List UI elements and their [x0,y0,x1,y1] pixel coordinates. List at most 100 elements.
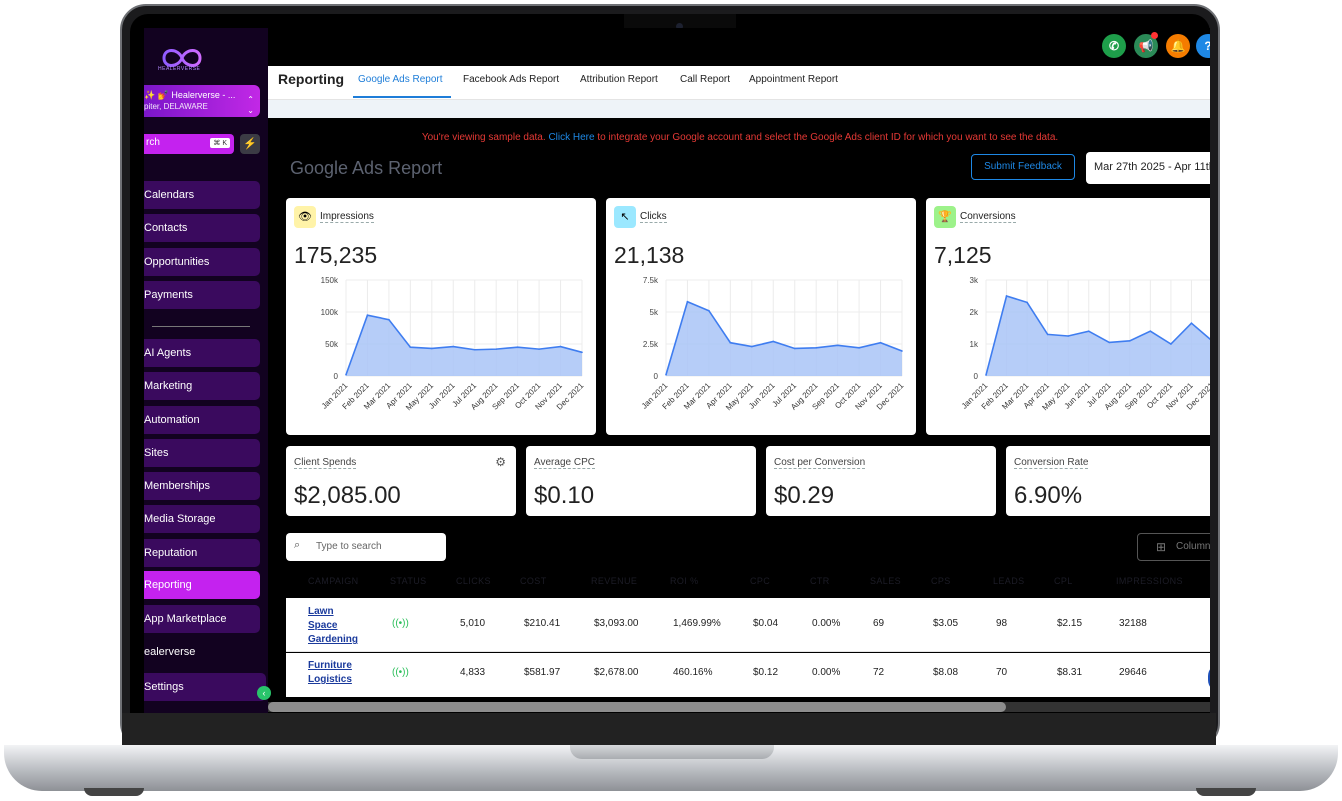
report-tabs: Reporting Google Ads Report Facebook Ads… [268,66,1210,100]
sidebar-item-marketing[interactable]: Marketing [144,372,260,400]
impressions-card: 👁 Impressions 175,235 0 50k 100k 150k Jan 20… [286,198,596,435]
cell-cpl: $8.31 [1057,667,1083,678]
sidebar-item-memberships[interactable]: Memberships [144,472,260,500]
area-fill [666,301,902,376]
sidebar-item-automation[interactable]: Automation [144,406,260,434]
average-cpc-card: Average CPC $0.10 [526,446,756,516]
tab-facebook-ads-report[interactable]: Facebook Ads Report [463,74,560,85]
data-point [431,347,433,350]
gear-icon[interactable]: ⚙ [495,455,506,469]
status-live-icon: ((•)) [392,618,409,629]
stat-label: Cost per Conversion [774,457,866,469]
columns-button[interactable]: ⊞ Column [1137,533,1210,561]
laptop-foot [1196,788,1256,796]
cell-cpc: $0.12 [753,667,779,678]
grid-icon: ⊞ [1156,540,1167,554]
search-icon: ⌕ [294,539,301,551]
cell-roi: 1,469.99% [673,618,721,629]
y-tick-label: 3k [970,276,979,285]
integrate-link[interactable]: Click Here [548,132,595,143]
table-header: CAMPAIGN STATUS CLICKS COST REVENUE ROI … [286,574,1210,590]
sidebar-item-healerverse[interactable]: ealerverse [144,646,260,658]
sidebar-item-opportunities[interactable]: Opportunities [144,248,260,276]
sidebar-item-contacts[interactable]: Contacts [144,214,260,242]
column-header[interactable]: LEADS [993,576,1025,586]
sidebar-item-sites[interactable]: Sites [144,439,260,467]
bell-icon[interactable]: 🔔 [1166,34,1190,58]
data-point [1129,340,1131,342]
series-line [345,314,583,375]
sidebar-item-app-marketplace[interactable]: App Marketplace [144,605,260,633]
column-header[interactable]: STATUS [390,576,427,586]
column-header[interactable]: ROI % [670,576,699,586]
date-range-picker[interactable]: Mar 27th 2025 - Apr 11th 2025 [1086,152,1210,184]
phone-icon[interactable]: ✆ [1102,34,1126,58]
column-header[interactable]: CAMPAIGN [308,576,359,586]
card-label: Clicks [640,211,667,223]
data-point [345,373,347,376]
account-switcher[interactable]: ✨ 💅 Healerverse - ... piter, DELAWARE ⌃ ⌄ [144,85,260,117]
account-location: piter, DELAWARE [144,102,208,111]
sidebar-item-reputation[interactable]: Reputation [144,539,260,567]
data-point [1087,330,1090,332]
screen-bezel: HEALERVERSE ✨ 💅 Healerverse - ... piter,… [130,14,1210,747]
column-header[interactable]: CTR [810,576,830,586]
cell-impressions: 29646 [1119,667,1147,678]
sidebar-item-calendars[interactable]: Calendars [144,181,260,209]
megaphone-icon[interactable]: 📢 [1134,32,1158,58]
sidebar-item-settings[interactable]: Settings [144,673,266,701]
collapse-sidebar-icon[interactable]: ‹ [257,686,271,700]
cell-cost: $581.97 [524,667,561,678]
cell-ctr: 0.00% [812,618,841,629]
notice-suffix: to integrate your Google account and sel… [597,132,1059,143]
data-point [901,350,903,352]
sidebar-item-payments[interactable]: Payments [144,281,260,309]
campaign-link[interactable]: Furniture Logistics [308,659,352,687]
quick-action-bolt-icon[interactable]: ⚡ [240,134,260,154]
sidebar-item-label: Settings [144,681,184,693]
column-header[interactable]: CPC [750,576,771,586]
column-header[interactable]: IMPRESSIONS [1116,576,1183,586]
cell-clicks: 5,010 [460,618,486,629]
series-line [985,294,1210,376]
area-fill [986,296,1210,376]
tab-call-report[interactable]: Call Report [680,74,731,85]
horizontal-scrollbar[interactable] [268,702,1006,712]
sidebar-item-media-storage[interactable]: Media Storage [144,505,260,533]
column-header[interactable]: COST [520,576,547,586]
card-label: Conversions [960,211,1016,223]
data-point [793,347,796,350]
sidebar-item-ai-agents[interactable]: AI Agents [144,339,260,367]
cell-impressions: 32188 [1119,618,1147,629]
campaign-link[interactable]: Lawn Space Gardening [308,605,358,647]
sidebar-item-label: App Marketplace [144,613,227,625]
cost-per-conversion-card: Cost per Conversion $0.29 [766,446,996,516]
column-header[interactable]: CPL [1054,576,1073,586]
help-icon[interactable]: ? [1196,34,1210,58]
card-label: Impressions [320,211,374,223]
client-spends-card: Client Spends ⚙ $2,085.00 [286,446,516,516]
clicks-card: ↖ Clicks 21,138 0 2.5k 5k 7.5k Jan 2021 Feb 2… [606,198,916,435]
column-header[interactable]: CPS [931,576,951,586]
column-header[interactable]: CLICKS [456,576,491,586]
columns-button-label: Column [1176,541,1210,552]
submit-feedback-button[interactable]: Submit Feedback [971,154,1075,180]
column-header[interactable]: REVENUE [591,576,638,586]
column-header[interactable]: SALES [870,576,902,586]
data-point [772,340,775,343]
y-tick-label: 1k [970,340,979,349]
conversion-rate-card: Conversion Rate 6.90% [1006,446,1210,516]
sidebar-search[interactable]: rch ⌘ K [144,134,234,154]
tab-google-ads-report[interactable]: Google Ads Report [358,74,443,85]
sidebar-item-reporting[interactable]: Reporting [144,571,260,599]
account-name: ✨ 💅 Healerverse - ... [144,90,236,100]
tab-attribution-report[interactable]: Attribution Report [580,74,658,85]
card-value: 7,125 [934,242,992,268]
card-value: 21,138 [614,242,685,268]
tab-appointment-report[interactable]: Appointment Report [749,74,838,85]
camera-icon [676,23,683,30]
table-search-input[interactable]: ⌕ Type to search [286,533,446,561]
floating-chat-button[interactable] [1208,664,1210,692]
sidebar-item-label: Memberships [144,480,211,492]
